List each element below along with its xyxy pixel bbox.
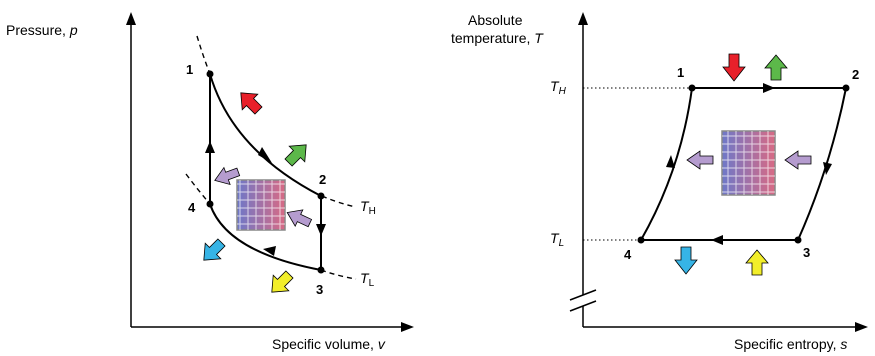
ts-x-axis-arrow-icon bbox=[855, 322, 868, 332]
pv-y-axis-label-text: Pressure, bbox=[6, 22, 70, 38]
ts-work-in-arrow-icon bbox=[745, 249, 769, 276]
ts-internal-flow-arrow-icon bbox=[784, 150, 812, 170]
ts-y-axis-symbol: T bbox=[534, 30, 543, 46]
pv-x-axis-label: Specific volume, v bbox=[272, 336, 385, 352]
ts-x-axis-label-text: Specific entropy, bbox=[734, 336, 841, 352]
ts-state-point bbox=[637, 236, 645, 244]
pv-process-1-2 bbox=[209, 73, 322, 197]
ts-level-high-subscript: H bbox=[558, 86, 566, 97]
pv-y-axis-arrow-icon bbox=[126, 12, 136, 25]
ts-work-out-arrow-icon bbox=[764, 54, 788, 81]
ts-y-axis-arrow-icon bbox=[578, 12, 588, 25]
ts-x-axis-label: Specific entropy, s bbox=[734, 336, 847, 352]
pv-work-out-arrow-icon bbox=[284, 144, 307, 167]
ts-process-4-1 bbox=[640, 87, 693, 241]
pv-reservoir-grid-icon bbox=[236, 179, 286, 231]
pv-x-axis-label-text: Specific volume, bbox=[272, 336, 378, 352]
pv-y-axis-symbol: p bbox=[69, 22, 78, 38]
ts-point-label-1: 1 bbox=[677, 65, 685, 80]
pv-point-label-3: 3 bbox=[316, 282, 324, 297]
pv-point-label-1: 1 bbox=[186, 62, 194, 77]
pv-isotherm-high-label: TH bbox=[360, 198, 376, 220]
ts-heat-in-arrow-icon bbox=[722, 53, 746, 82]
pv-flow-arrow-icon bbox=[316, 224, 326, 236]
ts-state-point bbox=[794, 236, 802, 244]
pv-flow-arrow-icon bbox=[258, 147, 272, 163]
pv-x-axis-arrow-icon bbox=[401, 322, 414, 332]
ts-level-low-subscript: L bbox=[558, 238, 565, 249]
ts-y-axis-label-text: temperature, bbox=[451, 30, 535, 46]
ts-state-point bbox=[688, 84, 696, 92]
pv-flow-arrow-icon bbox=[205, 141, 215, 153]
ts-point-label-3: 3 bbox=[803, 245, 811, 260]
pv-isotherm-high-subscript: H bbox=[368, 206, 376, 217]
pv-isotherm-low-label: TL bbox=[360, 270, 374, 292]
pv-work-in-arrow-icon bbox=[271, 270, 294, 293]
ts-heat-out-arrow-icon bbox=[674, 246, 698, 275]
pv-internal-flow-arrow-icon bbox=[286, 209, 313, 228]
ts-diagram bbox=[569, 12, 868, 332]
ts-axis-break-mark bbox=[569, 289, 597, 301]
ts-point-label-2: 2 bbox=[852, 67, 860, 82]
ts-y-axis-label-line2: temperature, T bbox=[451, 30, 543, 46]
pv-isotherm-low-dashed-lower bbox=[320, 269, 357, 280]
ts-reservoir-grid-icon bbox=[721, 130, 776, 196]
pv-isotherm-high-dashed-lower bbox=[321, 195, 357, 208]
pv-state-point bbox=[317, 266, 325, 274]
ts-axis-break-mark bbox=[569, 300, 597, 312]
ts-level-high-label: TH bbox=[550, 78, 566, 100]
pv-internal-flow-arrow-icon bbox=[214, 166, 241, 186]
ts-level-low-label: TL bbox=[550, 230, 564, 252]
pv-isotherm-high-dashed-upper bbox=[196, 35, 211, 75]
pv-isotherm-low-dashed-upper bbox=[185, 173, 211, 205]
pv-diagram bbox=[126, 12, 414, 332]
ts-y-axis-label-line1: Absolute bbox=[468, 12, 523, 28]
pv-point-label-2: 2 bbox=[319, 172, 327, 187]
pv-heat-out-arrow-icon bbox=[203, 238, 226, 261]
pv-point-label-4: 4 bbox=[188, 200, 196, 215]
ts-point-label-4: 4 bbox=[624, 247, 632, 262]
pv-state-point bbox=[206, 200, 214, 208]
ts-level-low-symbol: T bbox=[550, 230, 559, 246]
pv-flow-arrow-icon bbox=[263, 246, 276, 256]
pv-process-3-4 bbox=[209, 203, 322, 271]
ts-flow-arrow-icon bbox=[823, 162, 832, 175]
ts-internal-flow-arrow-icon bbox=[686, 150, 714, 170]
ts-level-high-symbol: T bbox=[550, 78, 559, 94]
pv-y-axis-label: Pressure, p bbox=[6, 22, 78, 38]
pv-isotherm-low-subscript: L bbox=[368, 278, 375, 289]
ts-flow-arrow-icon bbox=[763, 83, 775, 93]
pv-x-axis-symbol: v bbox=[377, 336, 385, 352]
ts-flow-arrow-icon bbox=[666, 155, 675, 168]
ts-state-point bbox=[842, 84, 850, 92]
pv-state-point bbox=[206, 70, 214, 78]
pv-heat-in-arrow-icon bbox=[240, 92, 263, 115]
ts-x-axis-symbol: s bbox=[840, 336, 848, 352]
pv-state-point bbox=[317, 192, 325, 200]
ts-flow-arrow-icon bbox=[711, 235, 723, 245]
pv-isotherm-low-symbol: T bbox=[360, 270, 369, 286]
pv-isotherm-high-symbol: T bbox=[360, 198, 369, 214]
